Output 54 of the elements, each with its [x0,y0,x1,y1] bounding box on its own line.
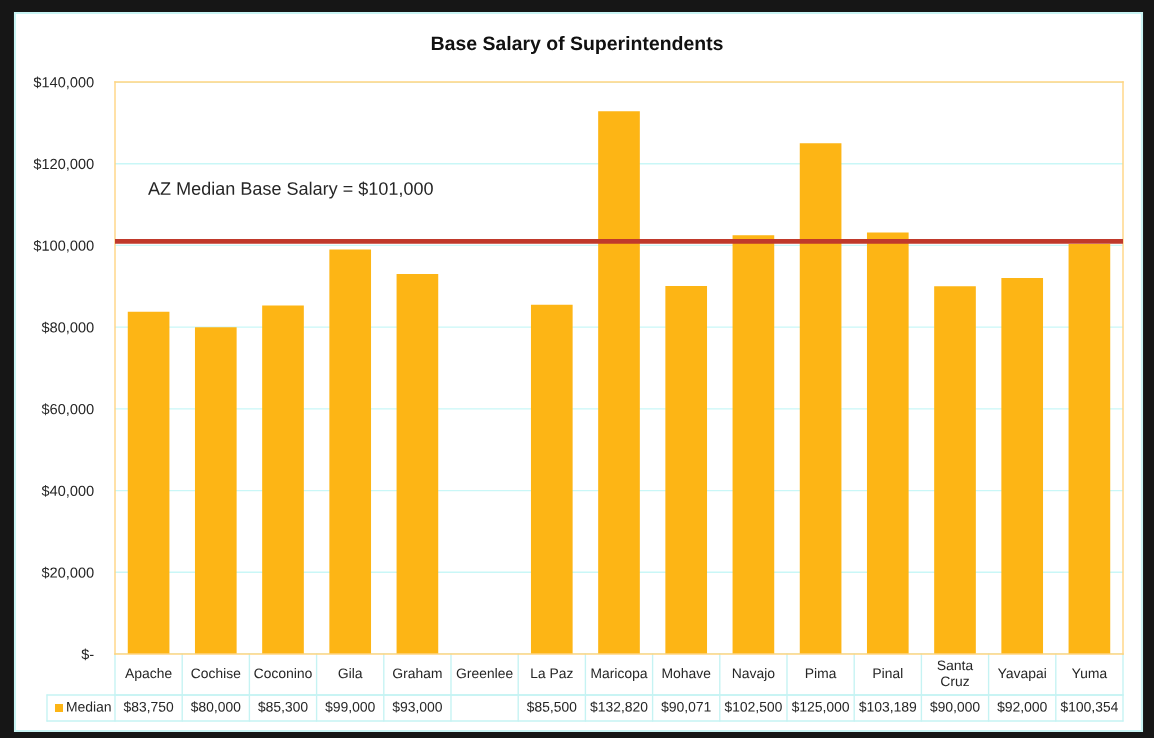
x-tick-label: Yavapai [997,668,1046,681]
data-label: $132,820 [590,701,648,714]
bar [665,286,708,654]
data-label: $102,500 [724,701,782,714]
x-tick-label: Greenlee [456,668,513,679]
y-tick-label: $40,000 [41,485,94,498]
x-tick-label: Coconino [254,668,312,679]
bar [194,327,237,654]
data-label: $125,000 [791,701,850,714]
bar [799,143,842,654]
y-tick-label: $100,000 [33,239,94,253]
y-tick-label: $- [81,648,94,661]
x-tick-label: La Paz [531,668,573,679]
x-tick-label: Gila [338,668,363,679]
y-tick-label: $60,000 [41,403,94,417]
y-tick-label: $80,000 [41,321,94,335]
data-label: $103,189 [858,701,917,714]
bar [1001,278,1044,654]
data-label: $100,354 [1060,701,1118,714]
bar [530,304,573,654]
data-label: $90,000 [930,701,980,714]
data-label: $92,000 [997,701,1047,714]
x-tick-label: Pinal [873,668,903,679]
bar [127,311,170,654]
legend-label: Median [67,701,111,712]
x-tick-label: Cochise [191,668,241,679]
data-label: $83,750 [123,701,174,714]
bar [1068,243,1111,654]
y-tick-label: $20,000 [41,566,94,580]
data-label: $93,000 [392,701,442,714]
x-tick-label: Navajo [732,668,775,681]
data-label: $90,071 [661,701,711,714]
x-tick-label: Apache [125,668,172,681]
x-tick-label: Mohave [662,668,711,679]
data-label: $99,000 [325,701,375,714]
ref-line-label: AZ Median Base Salary = $101,000 [148,181,433,199]
bar [934,286,976,654]
y-tick-label: $120,000 [33,158,94,171]
bar [732,235,775,654]
data-label: $80,000 [190,701,241,714]
x-tick-label: Maricopa [591,668,648,681]
y-tick-label: $140,000 [33,76,94,90]
data-label: $85,300 [258,701,308,714]
x-tick-label: Graham [393,668,442,679]
x-tick-label: Yuma [1071,668,1108,679]
data-label: $85,500 [526,701,577,714]
bar [866,232,909,654]
bar [396,274,439,654]
x-tick-label: Santa Cruz [937,660,974,687]
chart-title: Base Salary of Superintendents [431,35,723,55]
bar [329,249,372,654]
bar [598,111,640,654]
x-tick-label: Pima [805,668,837,679]
bar [262,305,304,654]
